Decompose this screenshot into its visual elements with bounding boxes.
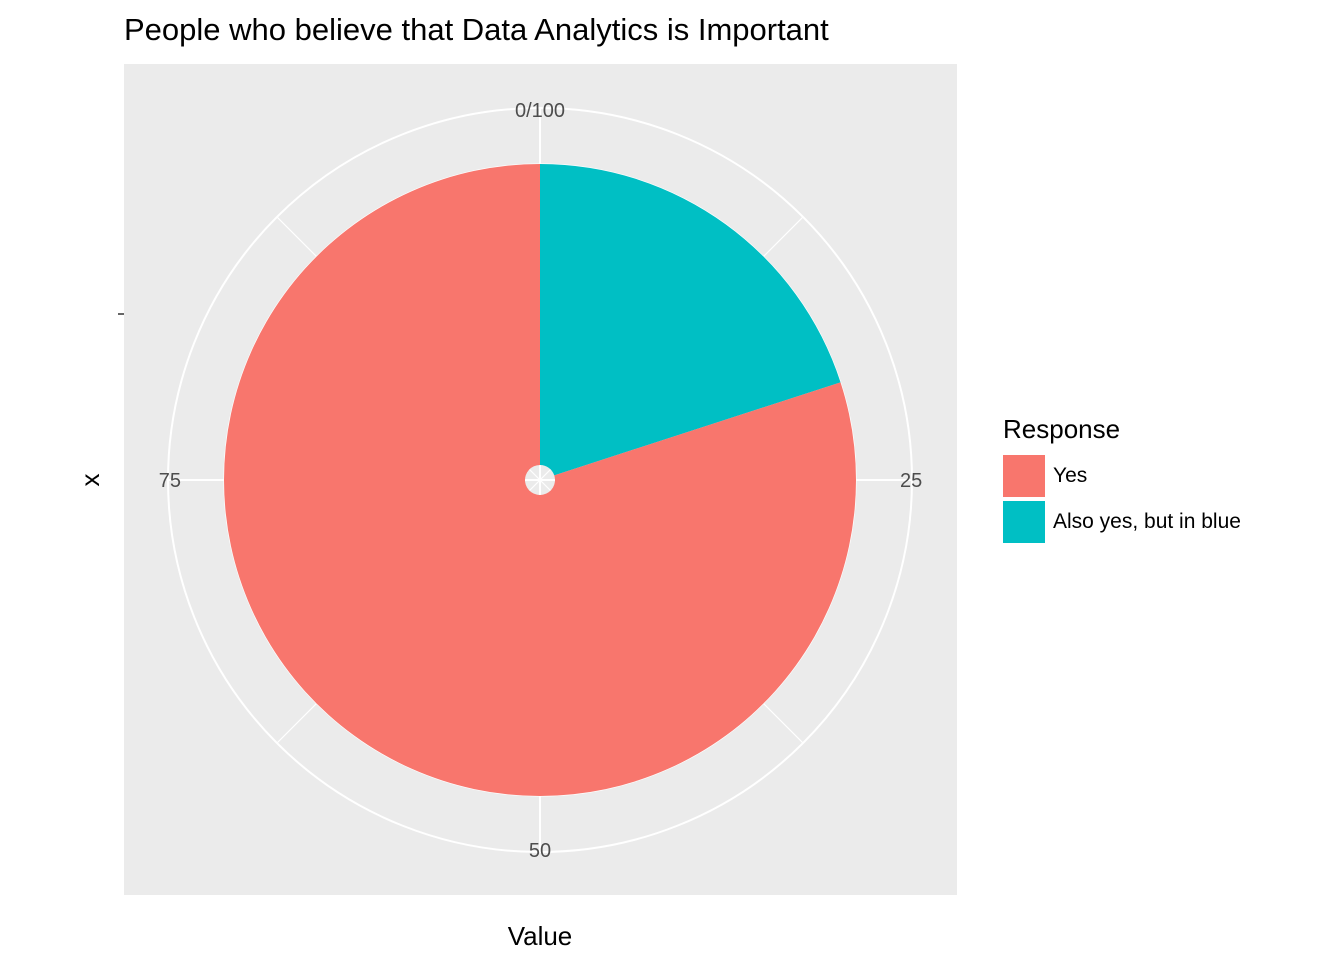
pie-slice-yes — [224, 164, 857, 797]
pie-slice-also-yes-but-in-blue — [540, 164, 841, 476]
legend: Response Yes Also yes, but in blue — [1003, 414, 1241, 545]
theta-tick-label: 50 — [529, 840, 551, 862]
chart-title: People who believe that Data Analytics i… — [124, 12, 829, 47]
theta-ticks: 0/100 25 50 75 — [159, 100, 923, 862]
pie-slices — [224, 164, 857, 797]
theta-tick-label: 0/100 — [515, 100, 565, 122]
legend-key-yes — [1003, 455, 1045, 497]
y-axis-title: x — [75, 474, 105, 487]
legend-item-also-yes: Also yes, but in blue — [1003, 499, 1241, 545]
legend-item-yes: Yes — [1003, 453, 1241, 499]
legend-key-also-yes — [1003, 501, 1045, 543]
legend-title: Response — [1003, 414, 1121, 444]
theta-tick-label: 25 — [900, 470, 922, 492]
legend-label-yes: Yes — [1053, 464, 1088, 487]
x-axis-title: Value — [508, 921, 573, 951]
legend-label-also-yes: Also yes, but in blue — [1053, 510, 1241, 533]
theta-tick-label: 75 — [159, 470, 181, 492]
